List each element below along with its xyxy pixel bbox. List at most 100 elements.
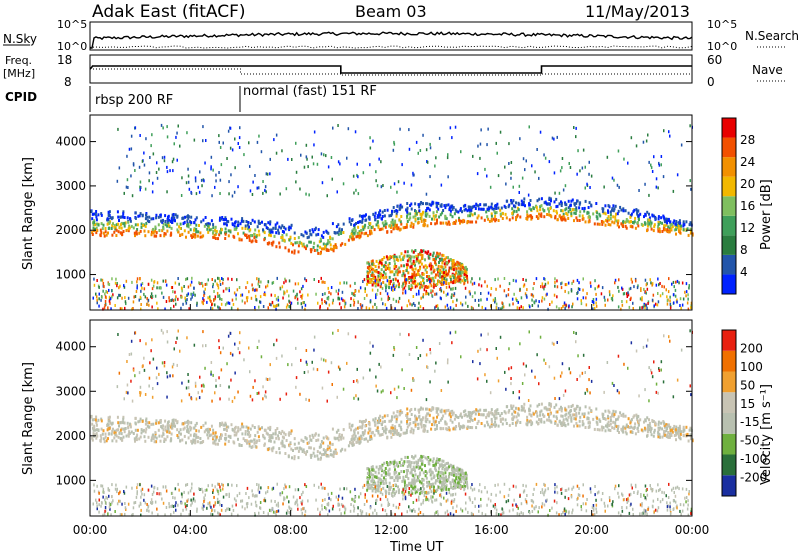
power-cell bbox=[323, 153, 325, 157]
power-cell bbox=[363, 225, 366, 229]
power-cell bbox=[141, 159, 144, 163]
velocity-cell bbox=[103, 440, 106, 444]
power-cell bbox=[387, 256, 390, 260]
power-cell bbox=[297, 236, 300, 240]
power-cell bbox=[621, 300, 623, 303]
power-cell bbox=[458, 216, 460, 220]
power-cell bbox=[368, 267, 370, 271]
power-cell bbox=[369, 232, 372, 236]
power-cell bbox=[506, 199, 509, 203]
power-cell bbox=[443, 281, 445, 285]
power-cell bbox=[458, 278, 461, 282]
velocity-cell bbox=[253, 426, 256, 429]
velocity-cell bbox=[393, 415, 396, 419]
velocity-cell bbox=[392, 429, 395, 433]
velocity-cell bbox=[167, 427, 170, 431]
power-cell bbox=[632, 221, 634, 224]
power-cell bbox=[145, 213, 147, 217]
power-cell bbox=[406, 220, 409, 223]
power-cell bbox=[304, 277, 306, 281]
power-cell bbox=[406, 250, 409, 254]
velocity-cell bbox=[176, 428, 179, 432]
power-cell bbox=[409, 302, 411, 306]
power-cell bbox=[543, 277, 545, 281]
power-cell bbox=[404, 226, 407, 229]
power-cell bbox=[310, 248, 313, 252]
velocity-cell bbox=[622, 430, 625, 434]
power-cell bbox=[112, 222, 114, 226]
power-cell bbox=[493, 209, 496, 213]
velocity-cell bbox=[549, 419, 552, 423]
power-cell bbox=[454, 277, 457, 280]
power-cell bbox=[103, 306, 106, 310]
velocity-cell bbox=[575, 411, 578, 415]
power-cell bbox=[596, 285, 599, 289]
power-cell bbox=[206, 224, 209, 228]
velocity-cell bbox=[208, 434, 211, 438]
velocity-cell bbox=[242, 425, 245, 429]
power-cell bbox=[445, 285, 448, 289]
velocity-cell bbox=[269, 428, 272, 432]
velocity-cell bbox=[315, 439, 318, 442]
power-cell bbox=[360, 231, 363, 235]
velocity-cell bbox=[123, 430, 126, 434]
velocity-cell bbox=[442, 414, 445, 418]
power-cell bbox=[422, 293, 425, 297]
velocity-cell bbox=[382, 479, 384, 483]
power-cell bbox=[475, 202, 478, 206]
power-cell bbox=[390, 286, 393, 290]
power-cell bbox=[447, 282, 450, 286]
power-cell bbox=[663, 285, 665, 289]
velocity-cell bbox=[422, 484, 424, 488]
power-cell bbox=[385, 286, 387, 289]
power-cell bbox=[219, 216, 221, 220]
power-cell bbox=[351, 291, 353, 295]
power-cell bbox=[500, 206, 503, 210]
power-cell bbox=[102, 282, 105, 285]
power-cell bbox=[344, 242, 347, 246]
power-cell bbox=[615, 212, 617, 216]
power-cell bbox=[422, 202, 424, 206]
power-cell bbox=[257, 282, 259, 286]
power-cell bbox=[216, 282, 218, 286]
velocity-cell bbox=[435, 427, 438, 431]
power-cell bbox=[674, 294, 677, 298]
power-cell bbox=[215, 179, 217, 183]
power-cell bbox=[460, 150, 462, 154]
power-cell bbox=[369, 136, 371, 140]
power-cell bbox=[436, 204, 439, 207]
velocity-cell bbox=[461, 415, 463, 419]
power-cell bbox=[602, 220, 605, 224]
power-cell bbox=[217, 295, 219, 298]
velocity-cell bbox=[134, 439, 136, 443]
velocity-cell bbox=[442, 481, 444, 485]
power-cell bbox=[246, 223, 249, 227]
power-cell bbox=[519, 215, 522, 219]
power-cell bbox=[185, 301, 188, 305]
velocity-cell bbox=[244, 432, 247, 436]
power-cell bbox=[300, 295, 302, 298]
velocity-cell bbox=[575, 421, 578, 425]
power-cell bbox=[327, 295, 330, 299]
power-cell bbox=[442, 209, 445, 212]
power-cell bbox=[427, 250, 430, 254]
velocity-cell bbox=[648, 418, 650, 422]
velocity-cell bbox=[334, 437, 337, 441]
velocity-cell bbox=[663, 422, 666, 426]
power-cell bbox=[414, 214, 417, 218]
velocity-cell bbox=[122, 417, 125, 421]
power-cell bbox=[657, 220, 660, 224]
velocity-cell bbox=[288, 431, 291, 435]
power-cell bbox=[307, 235, 310, 239]
power-cell bbox=[501, 301, 503, 305]
power-cell bbox=[402, 291, 404, 295]
power-cell bbox=[392, 288, 394, 292]
velocity-cell bbox=[661, 427, 664, 431]
power-cell bbox=[256, 288, 258, 292]
velocity-cell bbox=[280, 432, 283, 436]
velocity-cell bbox=[381, 423, 383, 427]
velocity-cell bbox=[549, 412, 552, 416]
power-cell bbox=[227, 229, 230, 233]
velocity-cell bbox=[198, 429, 200, 433]
power-cell bbox=[170, 231, 173, 235]
